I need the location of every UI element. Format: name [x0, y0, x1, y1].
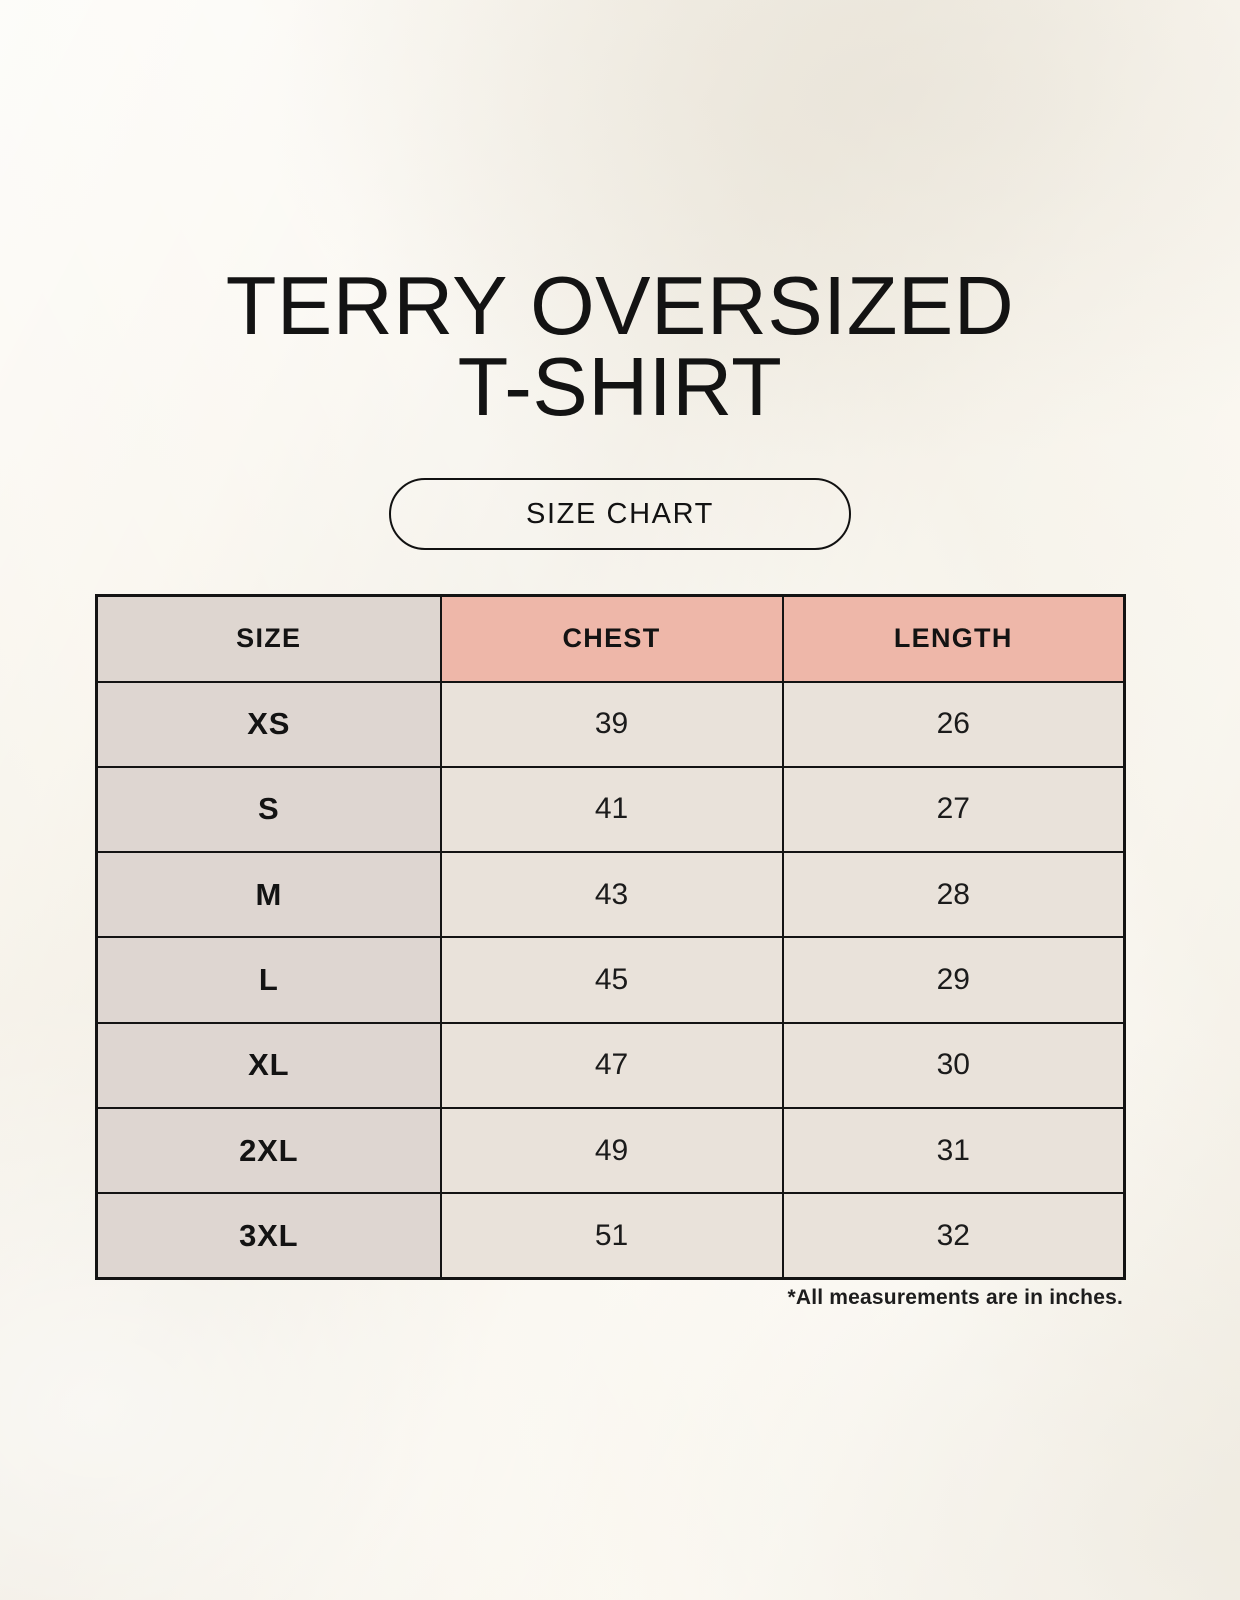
table-header-row: SIZE CHEST LENGTH	[95, 594, 1126, 683]
table-row: M 43 28	[95, 851, 1126, 939]
cell-size: XS	[95, 680, 442, 768]
table-row: XL 47 30	[95, 1021, 1126, 1109]
table-body: XS 39 26 S 41 27 M 43 28 L 45 29 XL 47 30 2XL 49 31 3XL 51 3…	[95, 680, 1126, 1280]
title-block: TERRY OVERSIZED T-SHIRT	[0, 259, 1240, 434]
cell-chest: 43	[439, 851, 784, 939]
table-row: L 45 29	[95, 936, 1126, 1024]
cell-size: L	[95, 936, 442, 1024]
table-row: 2XL 49 31	[95, 1106, 1126, 1195]
cell-length: 31	[781, 1106, 1126, 1195]
cell-size: M	[95, 851, 442, 939]
table-header: SIZE CHEST LENGTH	[95, 594, 1126, 683]
cell-size: 3XL	[95, 1192, 442, 1280]
cell-size: 2XL	[95, 1106, 442, 1195]
table-row: 3XL 51 32	[95, 1192, 1126, 1280]
cell-chest: 39	[439, 680, 784, 768]
cell-chest: 47	[439, 1021, 784, 1109]
column-header-chest: CHEST	[439, 594, 784, 683]
measurements-footnote: *All measurements are in inches.	[787, 1286, 1123, 1309]
cell-length: 28	[781, 851, 1126, 939]
cell-chest: 41	[439, 765, 784, 854]
page-title: TERRY OVERSIZED T-SHIRT	[225, 259, 1015, 434]
cell-length: 32	[781, 1192, 1126, 1280]
table-row: S 41 27	[95, 765, 1126, 854]
column-header-length: LENGTH	[781, 594, 1126, 683]
column-header-size: SIZE	[95, 594, 442, 683]
cell-chest: 51	[439, 1192, 784, 1280]
size-chart-table: SIZE CHEST LENGTH XS 39 26 S 41 27 M 43 28 L 45 29 X…	[95, 594, 1126, 1281]
cell-length: 29	[781, 936, 1126, 1024]
badge-container: SIZE CHART	[0, 478, 1240, 550]
cell-length: 27	[781, 765, 1126, 854]
cell-chest: 45	[439, 936, 784, 1024]
cell-size: XL	[95, 1021, 442, 1109]
size-chart-badge[interactable]: SIZE CHART	[389, 478, 851, 550]
table-row: XS 39 26	[95, 680, 1126, 768]
size-table-container: SIZE CHEST LENGTH XS 39 26 S 41 27 M 43 28 L 45 29 X…	[95, 594, 1126, 1281]
cell-chest: 49	[439, 1106, 784, 1195]
cell-size: S	[95, 765, 442, 854]
cell-length: 30	[781, 1021, 1126, 1109]
cell-length: 26	[781, 680, 1126, 768]
